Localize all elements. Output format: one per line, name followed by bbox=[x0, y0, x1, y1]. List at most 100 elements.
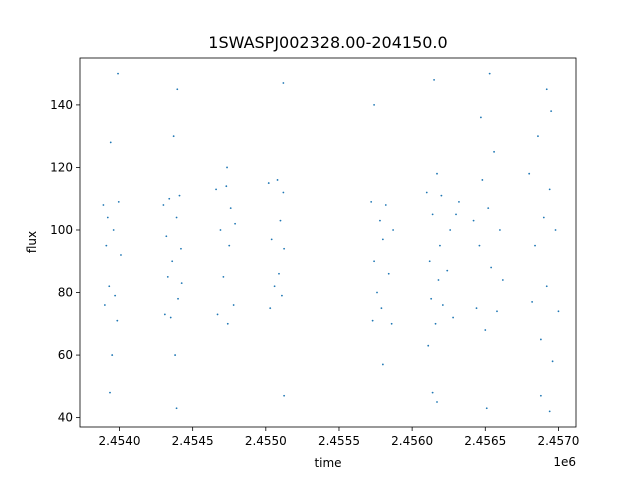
data-point bbox=[175, 407, 178, 410]
data-point bbox=[436, 172, 438, 175]
data-point bbox=[111, 354, 114, 356]
data-point bbox=[439, 244, 441, 247]
data-point bbox=[537, 135, 539, 138]
data-point bbox=[222, 275, 225, 278]
x-tick-label: 2.4570 bbox=[537, 434, 579, 448]
data-point bbox=[371, 319, 374, 322]
data-point bbox=[232, 304, 235, 306]
x-tick-label: 2.4550 bbox=[245, 434, 287, 448]
data-point bbox=[499, 229, 501, 231]
data-point bbox=[433, 78, 435, 81]
data-point bbox=[392, 229, 395, 231]
data-point bbox=[108, 285, 111, 288]
data-point bbox=[431, 391, 434, 394]
data-point bbox=[109, 391, 111, 394]
data-point bbox=[542, 216, 545, 219]
data-point bbox=[109, 141, 112, 144]
data-point bbox=[384, 204, 387, 206]
data-point bbox=[381, 363, 384, 366]
scatter-points bbox=[102, 72, 560, 413]
data-point bbox=[228, 244, 231, 247]
data-point bbox=[496, 310, 498, 313]
data-point bbox=[484, 329, 487, 331]
data-point bbox=[427, 344, 430, 347]
data-point bbox=[452, 316, 454, 319]
data-point bbox=[548, 188, 551, 191]
data-point bbox=[431, 213, 434, 216]
x-tick-label: 2.4555 bbox=[318, 434, 360, 448]
data-point bbox=[269, 307, 272, 310]
data-point bbox=[174, 354, 177, 356]
data-point bbox=[216, 313, 219, 316]
data-point bbox=[488, 72, 491, 75]
data-point bbox=[557, 310, 560, 313]
x-axis-offset-label: 1e6 bbox=[553, 455, 576, 469]
data-point bbox=[120, 254, 122, 256]
x-tick-label: 2.4560 bbox=[391, 434, 433, 448]
data-point bbox=[548, 410, 551, 413]
data-point bbox=[105, 244, 108, 247]
data-point bbox=[180, 247, 182, 250]
data-point bbox=[430, 297, 433, 300]
data-point bbox=[282, 82, 285, 84]
data-point bbox=[501, 279, 504, 281]
data-point bbox=[376, 291, 378, 294]
data-point bbox=[176, 88, 179, 91]
data-point bbox=[437, 279, 440, 281]
data-point bbox=[390, 322, 393, 325]
data-point bbox=[279, 219, 282, 222]
data-point bbox=[283, 247, 286, 250]
data-point bbox=[380, 307, 383, 310]
data-point bbox=[370, 200, 373, 203]
x-axis-label: time bbox=[314, 456, 341, 470]
data-point bbox=[219, 229, 222, 231]
data-point bbox=[114, 294, 117, 297]
data-point bbox=[539, 338, 542, 341]
data-point bbox=[479, 116, 482, 119]
data-point bbox=[117, 200, 120, 203]
data-point bbox=[428, 260, 431, 263]
data-point bbox=[472, 219, 475, 222]
data-point bbox=[171, 260, 174, 263]
data-point bbox=[282, 191, 285, 194]
y-axis-label: flux bbox=[25, 231, 39, 253]
data-point bbox=[169, 316, 172, 319]
data-point bbox=[162, 204, 165, 206]
y-tick-label: 120 bbox=[50, 160, 73, 174]
x-tick-label: 2.4545 bbox=[172, 434, 214, 448]
data-point bbox=[531, 301, 534, 303]
data-point bbox=[551, 360, 554, 363]
data-point bbox=[166, 275, 169, 278]
data-point bbox=[273, 285, 276, 288]
data-point bbox=[278, 272, 280, 275]
data-point bbox=[436, 401, 438, 403]
data-point bbox=[180, 282, 183, 285]
y-tick-label: 140 bbox=[50, 98, 73, 112]
data-point bbox=[478, 244, 481, 247]
data-point bbox=[112, 229, 115, 231]
data-point bbox=[373, 260, 375, 263]
data-point bbox=[545, 88, 548, 91]
data-point bbox=[168, 197, 171, 200]
data-point bbox=[102, 204, 105, 206]
data-point bbox=[175, 216, 178, 219]
data-point bbox=[387, 272, 390, 275]
data-point bbox=[163, 313, 166, 316]
data-point bbox=[117, 72, 119, 75]
data-point bbox=[545, 285, 548, 288]
data-point bbox=[485, 407, 488, 410]
data-point bbox=[539, 394, 542, 397]
data-point bbox=[177, 297, 179, 300]
data-point bbox=[116, 319, 119, 322]
y-axis-ticks: 40 60 80 100 120 140 bbox=[50, 98, 80, 425]
data-point bbox=[226, 322, 229, 325]
data-point bbox=[225, 185, 228, 188]
data-point bbox=[276, 179, 279, 181]
chart-title: 1SWASPJ002328.00-204150.0 bbox=[208, 33, 447, 52]
data-point bbox=[441, 304, 444, 306]
data-point bbox=[103, 304, 106, 306]
y-tick-label: 60 bbox=[58, 348, 73, 362]
data-point bbox=[449, 229, 452, 231]
data-point bbox=[373, 104, 375, 106]
